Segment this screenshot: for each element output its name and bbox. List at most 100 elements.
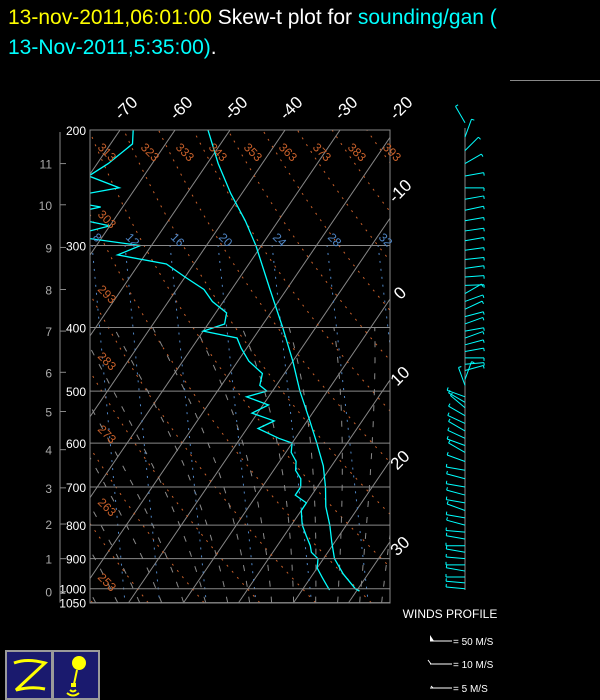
dewpoint-profile: [90, 130, 331, 591]
moist-adiabat-line: [195, 327, 273, 603]
wind-barb-feather: [446, 517, 448, 521]
dry-adiabat-line: [90, 213, 372, 603]
wind-barb-feather: [445, 511, 448, 515]
isotherm-line: [90, 130, 341, 499]
dry-adiabat-line: [331, 130, 390, 213]
isotherm-line: [183, 298, 390, 603]
winds-profile-title: WINDS PROFILE: [403, 607, 498, 621]
wind-barb: [446, 535, 466, 540]
wind-barb-feather: [478, 136, 481, 140]
wind-barb: [447, 414, 466, 424]
moist-adiabat-line: [333, 327, 343, 603]
isotherm-label-top: -50: [221, 93, 252, 124]
wind-barb-feather: [445, 480, 448, 484]
moist-adiabat-line: [90, 548, 119, 603]
isotherm-label-top: -30: [331, 93, 362, 124]
mixing-ratio-label: 8: [90, 230, 105, 245]
plot-area: [0, 48, 390, 603]
wind-barb: [464, 316, 484, 325]
wind-barb-feather: [445, 545, 448, 550]
wind-barb: [446, 586, 466, 590]
dry-adiabat-line: [123, 130, 390, 515]
wind-barb-feather: [483, 172, 485, 176]
moist-adiabat-line: [113, 327, 229, 603]
balloon-icon: [66, 656, 86, 697]
height-tick-label: 3: [45, 482, 52, 496]
z-logo-icon: [13, 659, 48, 692]
wind-barb: [464, 265, 484, 269]
wind-barb-feather: [447, 412, 450, 416]
wind-barb-feather: [482, 365, 485, 369]
legend-half-feather: [430, 685, 434, 689]
wind-barb-feather: [448, 440, 451, 444]
plot-frame: [89, 129, 391, 604]
station-time: 13-Nov-2011,5:35:00): [8, 36, 211, 59]
dry-adiabat-label: 383: [345, 140, 369, 164]
wind-barb: [464, 205, 484, 211]
dry-adiabat-label: 283: [95, 349, 119, 373]
pressure-tick-label: 600: [66, 437, 86, 451]
legend-feather: [427, 659, 432, 665]
wind-barb-feather: [483, 327, 485, 331]
z-logo: [5, 650, 53, 700]
isotherm-line: [238, 379, 390, 603]
wind-barb: [450, 395, 466, 409]
wind-barb-feather: [483, 237, 485, 241]
pressure-tick-label: 800: [66, 519, 86, 533]
wind-barb: [446, 489, 466, 496]
wind-barb-feather: [482, 317, 485, 321]
temperature-profile: [207, 130, 360, 592]
isotherm-line: [90, 130, 121, 176]
moist-adiabat-line: [90, 404, 185, 603]
mixing-ratio-label: 16: [168, 230, 188, 250]
wind-barb-feather: [483, 195, 485, 199]
dry-adiabat-label: 303: [95, 207, 119, 231]
isotherm-line: [128, 217, 390, 603]
title-line-2: 13-Nov-2011,5:35:00).: [8, 36, 217, 60]
wind-barb: [464, 331, 484, 339]
moist-adiabat-line: [241, 327, 295, 603]
legend-pennant: [430, 635, 434, 641]
wind-barb: [464, 256, 484, 260]
wind-barb: [464, 327, 484, 332]
isotherm-label-right: 30: [387, 533, 414, 560]
wind-barb: [464, 365, 484, 371]
wind-barb: [464, 361, 472, 380]
wind-barb-feather: [446, 500, 449, 505]
wind-barb: [464, 227, 484, 232]
isotherm-line: [0, 48, 66, 603]
title-period: .: [210, 36, 217, 59]
dry-adiabat-label: 393: [380, 140, 404, 164]
wind-barb-feather: [445, 532, 448, 536]
height-tick-label: 2: [45, 518, 52, 532]
height-tick-label: 5: [45, 405, 52, 419]
wind-barb: [446, 473, 466, 480]
mixing-ratio-label: 12: [123, 230, 143, 250]
wind-barb: [446, 499, 466, 504]
isotherm-label-right: 0: [390, 283, 410, 303]
wind-barb: [446, 519, 466, 526]
pressure-tick-label: 1000: [59, 583, 86, 597]
pressure-tick-label: 700: [66, 481, 86, 495]
wind-barb: [446, 529, 466, 533]
dry-adiabat-line: [262, 130, 390, 312]
mixing-ratio-label: 32: [376, 230, 396, 250]
wind-barb-feather: [481, 283, 484, 287]
dry-adiabat-label: 333: [173, 140, 197, 164]
dry-adiabat-label: 293: [95, 282, 119, 306]
wind-barb: [458, 367, 466, 386]
pressure-tick-label: 900: [66, 553, 86, 567]
wind-barb: [464, 195, 484, 200]
wind-barb: [446, 514, 466, 519]
height-tick-label: 4: [45, 444, 52, 458]
wind-barb-feather: [447, 427, 450, 431]
wind-barb: [464, 119, 472, 138]
wind-barb: [448, 405, 466, 417]
height-tick-label: 1: [45, 553, 52, 567]
dry-adiabat-line: [90, 446, 205, 603]
height-tick-label: 7: [45, 325, 52, 339]
pressure-tick-label: 500: [66, 385, 86, 399]
wind-barb-feather: [446, 470, 448, 474]
wind-barb: [446, 567, 466, 572]
